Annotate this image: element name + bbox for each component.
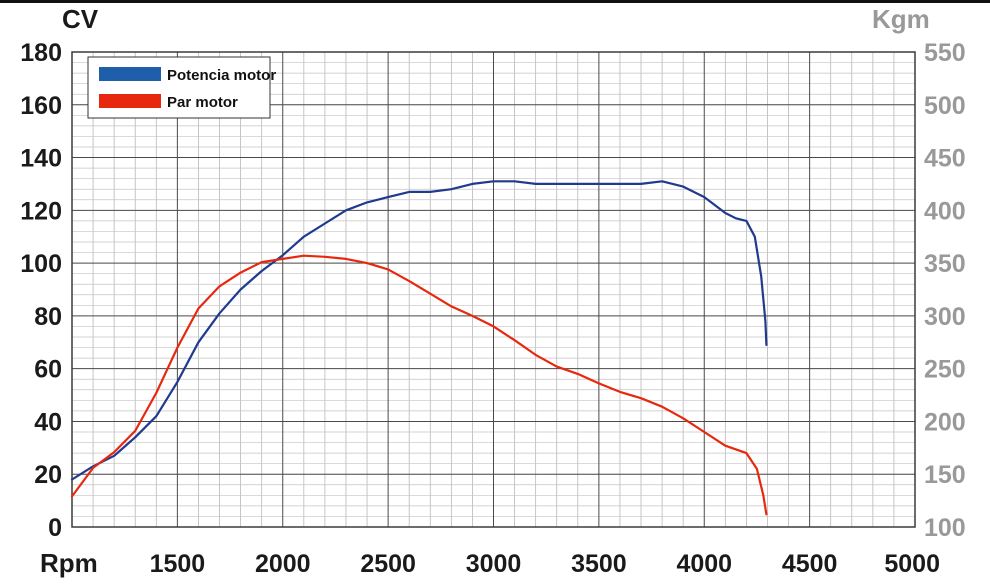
y-left-tick-label: 60 [34,356,62,384]
x-tick-label: 3000 [466,550,522,578]
y-right-tick-label: 400 [924,197,966,225]
y-right-tick-label: 300 [924,303,966,331]
x-axis-ticks: 1500 2000 2500 3000 3500 4000 4500 5000 [150,550,940,578]
y-right-tick-label: 350 [924,250,966,278]
y-right-tick-label: 200 [924,408,966,436]
legend-swatch-power [99,67,161,81]
right-axis-ticks: 100 150 200 250 300 350 400 450 500 550 [924,39,966,542]
x-tick-label: 2500 [360,550,416,578]
series-line-potencia-motor [70,180,768,481]
y-left-unit-label: CV [62,4,99,34]
x-tick-label: 5000 [884,550,940,578]
y-left-tick-label: 140 [20,145,62,173]
x-tick-label: 2000 [255,550,311,578]
series-line-par-motor [70,254,768,516]
x-tick-label: 4500 [782,550,838,578]
plot-frame [71,51,916,528]
series-layer [70,180,768,516]
y-left-tick-label: 180 [20,39,62,67]
y-right-tick-label: 250 [924,356,966,384]
y-right-tick-label: 150 [924,461,966,489]
legend-swatch-torque [99,94,161,108]
y-left-tick-label: 20 [34,461,62,489]
y-right-tick-label: 500 [924,92,966,120]
x-tick-label: 3500 [571,550,627,578]
y-right-tick-label: 550 [924,39,966,67]
y-right-unit-label: Kgm [872,4,930,34]
y-left-tick-label: 160 [20,92,62,120]
legend: Potencia motor Par motor [87,56,276,119]
x-tick-label: 4000 [676,550,732,578]
y-right-tick-label: 450 [924,145,966,173]
y-left-tick-label: 100 [20,250,62,278]
y-left-tick-label: 0 [48,514,62,542]
left-axis-ticks: 0 20 40 60 80 100 120 140 160 180 [20,39,62,542]
y-left-tick-label: 120 [20,197,62,225]
x-unit-label: Rpm [40,548,98,578]
legend-label-power: Potencia motor [167,67,276,84]
legend-label-torque: Par motor [167,94,238,111]
major-grid [72,52,915,527]
y-left-tick-label: 40 [34,408,62,436]
y-right-tick-label: 100 [924,514,966,542]
y-left-tick-label: 80 [34,303,62,331]
x-tick-label: 1500 [150,550,206,578]
